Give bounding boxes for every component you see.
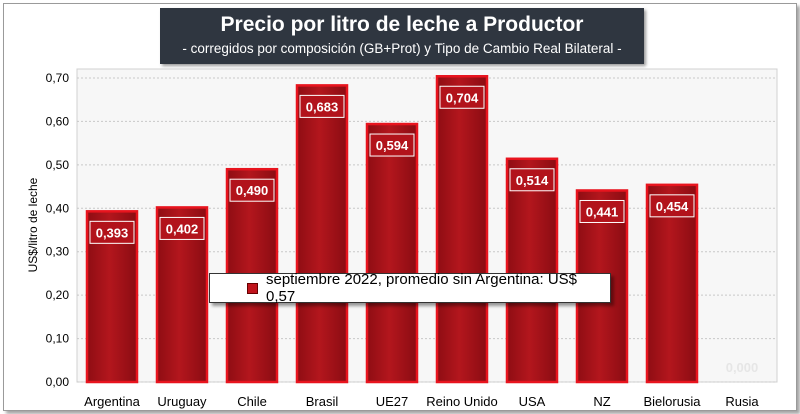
data-label-box (579, 199, 625, 223)
x-tick-label: Argentina (84, 394, 140, 409)
data-label-box (509, 168, 555, 192)
y-tick-label: 0,40 (46, 201, 70, 215)
data-label: 0,393 (96, 225, 129, 240)
bar (435, 75, 489, 384)
data-label: 0,490 (236, 183, 269, 198)
data-label-box (299, 94, 345, 118)
x-tick-label: UE27 (376, 394, 409, 409)
data-label-box (369, 133, 415, 157)
legend-label: septiembre 2022, promedio sin Argentina:… (265, 271, 577, 305)
data-label: 0,683 (306, 99, 339, 114)
bar (645, 183, 699, 384)
y-tick-label: 0,20 (46, 288, 70, 302)
title-box: Precio por litro de leche a Productor - … (160, 8, 644, 64)
data-label-box (89, 220, 135, 244)
y-tick-label: 0,10 (46, 332, 70, 346)
bar (365, 122, 419, 384)
chart-title: Precio por litro de leche a Productor (220, 13, 584, 36)
data-label: 0,441 (586, 204, 619, 219)
legend: septiembre 2022, promedio sin Argentina:… (209, 271, 611, 305)
x-tick-label: Brasil (306, 394, 339, 409)
bar (505, 157, 559, 384)
x-tick-label: NZ (593, 394, 610, 409)
x-tick-label: Bielorusia (643, 394, 701, 409)
y-tick-label: 0,00 (46, 375, 70, 389)
y-tick-label: 0,70 (46, 71, 70, 85)
legend-swatch (247, 282, 258, 294)
data-label-box (649, 194, 695, 218)
data-label-box (439, 85, 485, 109)
bar (295, 84, 349, 384)
data-label: 0,704 (446, 90, 479, 105)
data-label-box (159, 216, 205, 240)
data-label: 0,454 (656, 199, 689, 214)
data-label: 0,000 (726, 360, 759, 375)
y-tick-label: 0,30 (46, 245, 70, 259)
x-tick-label: Uruguay (157, 394, 207, 409)
x-tick-label: Chile (237, 394, 267, 409)
data-label-box (229, 178, 275, 202)
x-tick-label: USA (519, 394, 546, 409)
chart-subtitle: - corregidos por composición (GB+Prot) y… (182, 41, 622, 56)
y-axis-label: US$/litro de leche (26, 177, 40, 272)
data-label: 0,402 (166, 221, 199, 236)
x-axis: Argentina Uruguay Chile Brasil UE27 Reino Uni… (84, 394, 759, 409)
x-tick-label: Reino Unido (426, 394, 498, 409)
data-label: 0,514 (516, 173, 549, 188)
y-axis: 0,00 0,10 0,20 0,30 0,40 0,50 0,60 0,70 (46, 71, 70, 389)
x-tick-label: Rusia (725, 394, 759, 409)
y-tick-label: 0,60 (46, 114, 70, 128)
data-label: 0,594 (376, 138, 409, 153)
y-tick-label: 0,50 (46, 158, 70, 172)
